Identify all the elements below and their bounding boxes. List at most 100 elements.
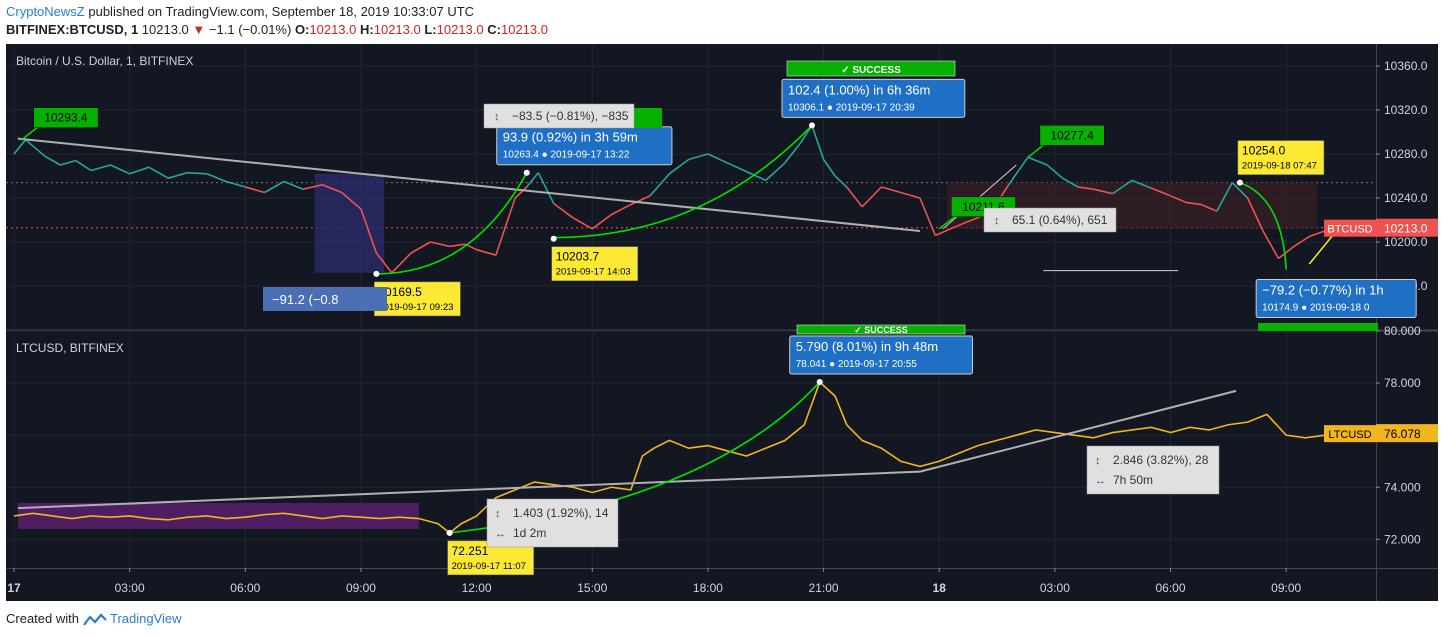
x-tick-label: 21:00 (809, 581, 839, 595)
callout-line (938, 214, 958, 230)
price-segment (187, 171, 207, 175)
price-label-box (33, 107, 99, 128)
price-segment (1170, 195, 1187, 204)
price-segment (688, 153, 709, 161)
price-segment (13, 139, 27, 155)
point-label-date: 2019-09-17 09:23 (378, 302, 453, 313)
banner-box (610, 108, 662, 128)
price-segment (630, 195, 651, 206)
move-arrow (376, 172, 528, 275)
price-segment (553, 202, 574, 219)
move-label-sub: 10306.1 ● 2019-09-17 20:39 (788, 102, 915, 113)
measure-label-sub: 7h 50m (1113, 473, 1153, 487)
y-tick-label: 74.000 (1384, 480, 1421, 494)
drawing-line (942, 164, 1017, 230)
published-text: published on TradingView.com, September … (84, 4, 475, 19)
price-segment (919, 197, 937, 236)
ruler-icon: ↕ (994, 215, 1000, 227)
measure-label-text: −83.5 (−0.81%), −835 (512, 109, 629, 123)
price-segment (129, 166, 150, 175)
ruler-icon: ↔ (495, 528, 506, 540)
point-dot (1236, 179, 1243, 186)
price-segment (591, 213, 613, 230)
price-segment (1277, 245, 1295, 260)
tradingview-link[interactable]: TradingView (110, 611, 182, 626)
measure-label-text: 65.1 (0.64%), 651 (1012, 213, 1108, 227)
y-tick-label: 10280.0 (1384, 147, 1428, 161)
measure-box (314, 173, 385, 273)
ltc-pane: 80.000 78.000 76.000 74.000 72.000 LTCUSD, BI… (6, 324, 1438, 576)
price-label-text: 10293.4 (44, 111, 88, 125)
y-tick-label: 80.000 (1384, 324, 1421, 338)
move-label-box (789, 335, 974, 375)
measure-label-box (1086, 445, 1220, 495)
measure-label-box (263, 287, 387, 311)
y-tick-label: 10360.0 (1384, 59, 1428, 73)
price-segment (881, 186, 901, 194)
price-segment (1216, 182, 1233, 212)
price-segment (1046, 164, 1064, 179)
trend-line (17, 470, 920, 510)
price-segment (1093, 188, 1113, 195)
move-arrow (553, 124, 813, 239)
price-segment (1324, 226, 1345, 232)
success-banner-box (796, 324, 966, 335)
price-segment (935, 228, 952, 237)
low-value: 10213.0 (436, 22, 484, 37)
arrow-head-dot (816, 379, 823, 386)
x-tick-label: 09:00 (1271, 581, 1301, 595)
point-label-date: 2019-09-17 14:03 (556, 267, 631, 278)
price-label-text: 10211.6 (962, 200, 1005, 214)
price-segment (1185, 201, 1202, 206)
measure-label-box (983, 207, 1117, 233)
price-segment (60, 159, 76, 166)
price-segment (375, 252, 393, 274)
measure-label-text: 1.403 (1.92%), 14 (513, 506, 609, 520)
move-label-sub: 10263.4 ● 2019-09-17 13:22 (503, 150, 630, 161)
price-segment (1131, 179, 1152, 189)
open-label: O: (294, 22, 310, 37)
y-tick-label: 10160.0 (1384, 279, 1428, 293)
move-label-box (781, 78, 966, 118)
x-tick-label: 18:00 (693, 581, 723, 595)
y-tick-label: 76.000 (1384, 428, 1421, 442)
point-label-value: 72.251 (452, 544, 489, 558)
price-segment (1150, 187, 1171, 197)
tradingview-logo-icon (82, 612, 107, 626)
y-tick-label: 10240.0 (1384, 191, 1428, 205)
low-label: L: (424, 22, 437, 37)
trend-line (17, 137, 921, 232)
price-segment (822, 159, 836, 177)
pane-title: Bitcoin / U.S. Dollar, 1, BITFINEX (16, 54, 193, 68)
price-segment (245, 186, 265, 194)
series-tag-box (1324, 425, 1376, 443)
ruler-icon: ↕ (494, 111, 500, 123)
last-price-tag (1376, 424, 1438, 443)
ruler-icon: ↕ (1095, 455, 1101, 467)
symbol-line: BITFINEX:BTCUSD, 1 10213.0 ▼ −1.1 (−0.01… (6, 22, 548, 37)
measure-label-text: −91.2 (−0.8 (272, 292, 339, 307)
close-value: 10213.0 (500, 22, 548, 37)
measure-label-box (486, 498, 619, 548)
point-dot (373, 270, 380, 277)
y-tick-label: 10200.0 (1384, 235, 1428, 249)
high-value: 10213.0 (373, 22, 421, 37)
publish-line: CryptoNewsZ published on TradingView.com… (6, 4, 474, 19)
publisher-name[interactable]: CryptoNewsZ (6, 4, 85, 19)
down-arrow-icon: ▼ (192, 22, 206, 37)
measure-label-text: 2.846 (3.82%), 28 (1113, 453, 1209, 467)
point-label-value: 10203.7 (556, 250, 600, 264)
price-segment (707, 153, 728, 164)
price-segment (950, 221, 967, 230)
success-banner-text: ✓ SUCCESS (841, 65, 901, 76)
high-label: H: (360, 22, 374, 37)
price-segment (1246, 197, 1264, 232)
price-segment (1077, 186, 1094, 190)
x-tick-label: 09:00 (346, 581, 376, 595)
price-segment (110, 164, 130, 175)
btc-pane: 10360.0 10320.0 10280.0 10240.0 10200.0 10160… (6, 54, 1438, 318)
price-segment (799, 124, 813, 144)
price-segment (1112, 179, 1133, 195)
series-tag-text: LTCUSD (1328, 429, 1371, 441)
